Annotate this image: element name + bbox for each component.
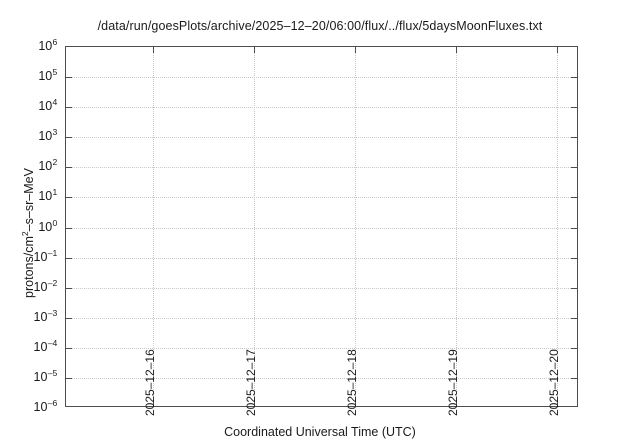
- axis-tick-y: [571, 287, 577, 289]
- axis-tick-y: [571, 167, 577, 169]
- plot-area: [65, 46, 578, 407]
- gridline-vertical: [254, 47, 255, 406]
- axis-tick-y: [66, 257, 72, 259]
- y-tick-label: 105: [38, 67, 58, 84]
- y-axis-title-main: protons/cm: [22, 236, 36, 298]
- gridline-horizontal: [66, 377, 577, 379]
- axis-tick-x: [455, 47, 457, 53]
- gridline-horizontal: [66, 197, 577, 199]
- axis-tick-y: [571, 227, 577, 229]
- axis-tick-x: [153, 400, 154, 406]
- gridline-vertical: [455, 47, 457, 406]
- y-tick-mantissa: 10: [38, 129, 53, 144]
- axis-tick-y: [571, 377, 577, 379]
- y-tick-label: 10–6: [33, 398, 58, 414]
- y-tick-mantissa: 10: [38, 99, 53, 114]
- y-tick-exponent: 5: [52, 67, 58, 78]
- axis-tick-y: [66, 347, 72, 349]
- y-tick-label: 106: [38, 37, 58, 53]
- gridline-horizontal: [66, 167, 577, 169]
- axis-tick-x: [556, 47, 558, 53]
- axis-tick-y: [571, 347, 577, 349]
- y-tick-label: 101: [38, 187, 58, 204]
- x-tick-label: 2025–12–17: [244, 349, 258, 416]
- axis-tick-x: [254, 47, 255, 53]
- x-tick-label: 2025–12–19: [445, 349, 460, 416]
- gridline-horizontal: [66, 257, 577, 259]
- y-tick-mantissa: 10: [33, 309, 48, 324]
- axis-tick-y: [571, 77, 577, 79]
- page-title: /data/run/goesPlots/archive/2025–12–20/0…: [97, 19, 543, 33]
- y-tick-label: 10–2: [33, 277, 58, 294]
- axis-tick-y: [571, 257, 577, 259]
- y-tick-mantissa: 10: [33, 279, 48, 294]
- axis-tick-x: [455, 400, 457, 406]
- y-tick-mantissa: 10: [33, 339, 48, 354]
- axis-tick-y: [66, 167, 72, 169]
- y-tick-mantissa: 10: [38, 189, 53, 204]
- y-tick-label: 100: [38, 217, 58, 234]
- y-tick-exponent: 1: [52, 187, 58, 198]
- axis-tick-y: [66, 287, 72, 289]
- y-tick-label: 103: [38, 127, 58, 144]
- y-tick-mantissa: 10: [38, 69, 53, 84]
- axis-tick-y: [571, 107, 577, 109]
- y-tick-mantissa: 10: [33, 369, 48, 384]
- y-tick-exponent: –4: [47, 337, 58, 348]
- gridline-vertical: [153, 47, 154, 406]
- y-tick-exponent: –6: [47, 398, 58, 408]
- y-tick-mantissa: 10: [33, 249, 48, 264]
- y-tick-exponent: 2: [52, 157, 58, 168]
- y-tick-exponent: 3: [52, 127, 58, 138]
- y-tick-exponent: –3: [47, 307, 58, 318]
- y-tick-mantissa: 10: [38, 159, 53, 174]
- x-tick-label: 2025–12–20: [546, 349, 561, 416]
- y-tick-mantissa: 10: [38, 39, 53, 53]
- y-tick-exponent: –2: [47, 277, 58, 288]
- axis-tick-y: [66, 137, 72, 139]
- y-tick-mantissa: 10: [33, 400, 48, 414]
- y-tick-exponent: 6: [52, 37, 58, 47]
- gridline-horizontal: [66, 287, 577, 289]
- gridline-horizontal: [66, 77, 577, 79]
- gridline-vertical: [354, 47, 356, 406]
- y-tick-label: 104: [38, 97, 58, 114]
- gridline-horizontal: [66, 107, 577, 109]
- axis-tick-x: [153, 47, 154, 53]
- axis-tick-x: [354, 400, 356, 406]
- axis-tick-y: [66, 197, 72, 199]
- axis-tick-y: [66, 107, 72, 109]
- gridline-horizontal: [66, 347, 577, 349]
- axis-tick-y: [571, 137, 577, 139]
- axis-tick-x: [254, 400, 255, 406]
- axis-tick-y: [66, 317, 72, 319]
- y-axis-title: protons/cm2–s–sr–MeV: [20, 123, 36, 343]
- axis-tick-y: [66, 77, 72, 79]
- y-tick-exponent: 4: [52, 97, 58, 108]
- y-axis-title-exponent: 2: [20, 231, 30, 237]
- y-tick-label: 102: [38, 157, 58, 174]
- axis-tick-y: [571, 317, 577, 319]
- x-tick-label: 2025–12–18: [344, 349, 359, 416]
- axis-tick-y: [571, 197, 577, 199]
- gridline-horizontal: [66, 317, 577, 319]
- y-tick-label: 10–1: [33, 247, 58, 264]
- gridline-vertical: [556, 47, 558, 406]
- x-tick-label: 2025–12–16: [143, 349, 157, 416]
- axis-tick-x: [556, 400, 558, 406]
- gridline-horizontal: [66, 227, 577, 229]
- axis-tick-y: [66, 377, 72, 379]
- gridline-horizontal: [66, 137, 577, 139]
- y-tick-label: 10–3: [33, 307, 58, 324]
- axis-tick-y: [66, 227, 72, 229]
- x-axis-title: Coordinated Universal Time (UTC): [224, 425, 416, 439]
- y-tick-exponent: –1: [47, 247, 58, 258]
- y-tick-exponent: –5: [47, 367, 58, 378]
- y-tick-label: 10–4: [33, 337, 58, 354]
- axis-tick-x: [354, 47, 356, 53]
- y-tick-label: 10–5: [33, 367, 58, 384]
- y-tick-exponent: 0: [52, 217, 58, 228]
- y-axis-title-tail: –s–sr–MeV: [22, 168, 36, 232]
- y-tick-mantissa: 10: [38, 219, 53, 234]
